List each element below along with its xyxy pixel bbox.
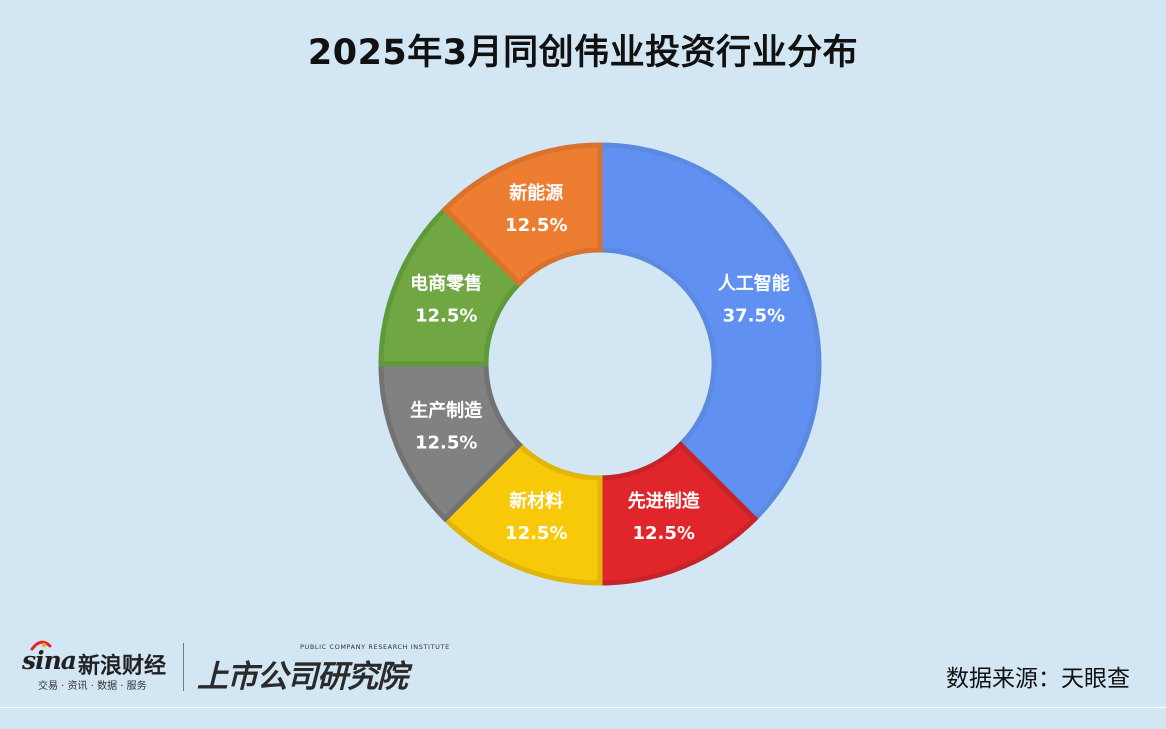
data-source: 数据来源：天眼查 — [946, 666, 1130, 692]
chart-title: 2025年3月同创伟业投资行业分布 — [307, 33, 859, 73]
donut-labels: 人工智能 37.5% 先进制造 12.5% 新材料 12.5% 生产制造 12.5% 电商零售 1… — [410, 182, 790, 544]
sina-eye-icon — [30, 640, 52, 651]
donut-slice-1 — [597, 142, 822, 523]
slice-value-label: 12.5% — [415, 305, 477, 326]
institute-chinese-name: 上市公司研究院 — [197, 659, 408, 695]
donut-slices — [378, 142, 822, 586]
footer-divider — [0, 707, 1166, 708]
slice-value-label: 12.5% — [415, 433, 477, 454]
slice-value-label: 12.5% — [505, 215, 567, 236]
slice-value-label: 12.5% — [632, 523, 694, 544]
slice-category-label: 电商零售 — [410, 272, 482, 294]
donut-slice-6 — [441, 142, 603, 287]
sina-tagline: 交易 · 资讯 · 数据 · 服务 — [38, 681, 147, 692]
research-institute-logo: PUBLIC COMPANY RESEARCH INSTITUTE 上市公司研究… — [197, 641, 449, 695]
slice-category-label: 人工智能 — [718, 272, 790, 294]
sina-finance-logo: sina 新浪财经 交易 · 资讯 · 数据 · 服务 — [22, 640, 172, 692]
slice-category-label: 新能源 — [509, 182, 563, 204]
sina-wordmark: sina — [22, 646, 77, 675]
slice-category-label: 先进制造 — [628, 490, 700, 512]
slice-category-label: 生产制造 — [410, 400, 482, 422]
sina-finance-name: 新浪财经 — [78, 654, 167, 679]
slice-category-label: 新材料 — [509, 490, 563, 512]
slice-value-label: 12.5% — [505, 523, 567, 544]
slice-value-label: 37.5% — [723, 305, 785, 326]
institute-english-name: PUBLIC COMPANY RESEARCH INSTITUTE — [300, 643, 450, 651]
logo-divider — [183, 643, 184, 691]
